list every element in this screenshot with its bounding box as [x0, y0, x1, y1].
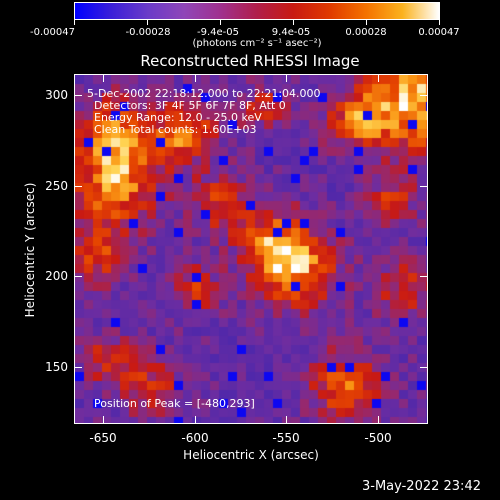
colorbar-tick-label: 0.00028 [345, 27, 387, 38]
y-tick-label: 300 [45, 88, 68, 102]
colorbar-tick [366, 20, 367, 25]
colorbar-tick-label: -9.4e-05 [197, 27, 239, 38]
time-range-annotation: 5-Dec-2002 22:18:12.000 to 22:21:04.000 [87, 87, 321, 100]
y-tick-label: 200 [45, 269, 68, 283]
colorbar-tick-label: -0.00028 [125, 27, 171, 38]
image-panel: 5-Dec-2002 22:18:12.000 to 22:21:04.000 … [74, 74, 428, 424]
method-annotation: Clean Total counts: 1.60E+03 [94, 123, 257, 136]
colorbar-tick-label: -0.00047 [30, 27, 75, 38]
x-tick-label: -500 [364, 431, 392, 445]
colorbar-tick-label: 9.4e-05 [271, 27, 311, 38]
y-axis-label: Heliocentric Y (arcsec) [23, 182, 37, 318]
colorbar-tick-label: 0.00047 [418, 27, 460, 38]
colorbar-tick [74, 20, 75, 25]
colorbar-units: (photons cm⁻² s⁻¹ asec⁻²) [192, 38, 322, 49]
x-axis-label: Heliocentric X (arcsec) [183, 448, 319, 462]
y-tick-label: 250 [45, 179, 68, 193]
peak-position-annotation: Position of Peak = [-480,293] [94, 397, 255, 410]
energy-range-annotation: Energy Range: 12.0 - 25.0 keV [94, 111, 262, 124]
x-tick-label: -550 [272, 431, 300, 445]
y-tick-label: 150 [45, 360, 68, 374]
x-tick-label: -600 [181, 431, 209, 445]
colorbar-tick [147, 20, 148, 25]
detectors-annotation: Detectors: 3F 4F 5F 6F 7F 8F, Att 0 [94, 99, 286, 112]
colorbar [74, 2, 440, 20]
x-tick-label: -650 [89, 431, 117, 445]
reconstructed-image [75, 75, 427, 423]
plot-title: Reconstructed RHESSI Image [140, 52, 360, 70]
colorbar-tick [220, 20, 221, 25]
generation-timestamp: 3-May-2022 23:42 [362, 479, 481, 494]
colorbar-tick [439, 20, 440, 25]
colorbar-tick [293, 20, 294, 25]
